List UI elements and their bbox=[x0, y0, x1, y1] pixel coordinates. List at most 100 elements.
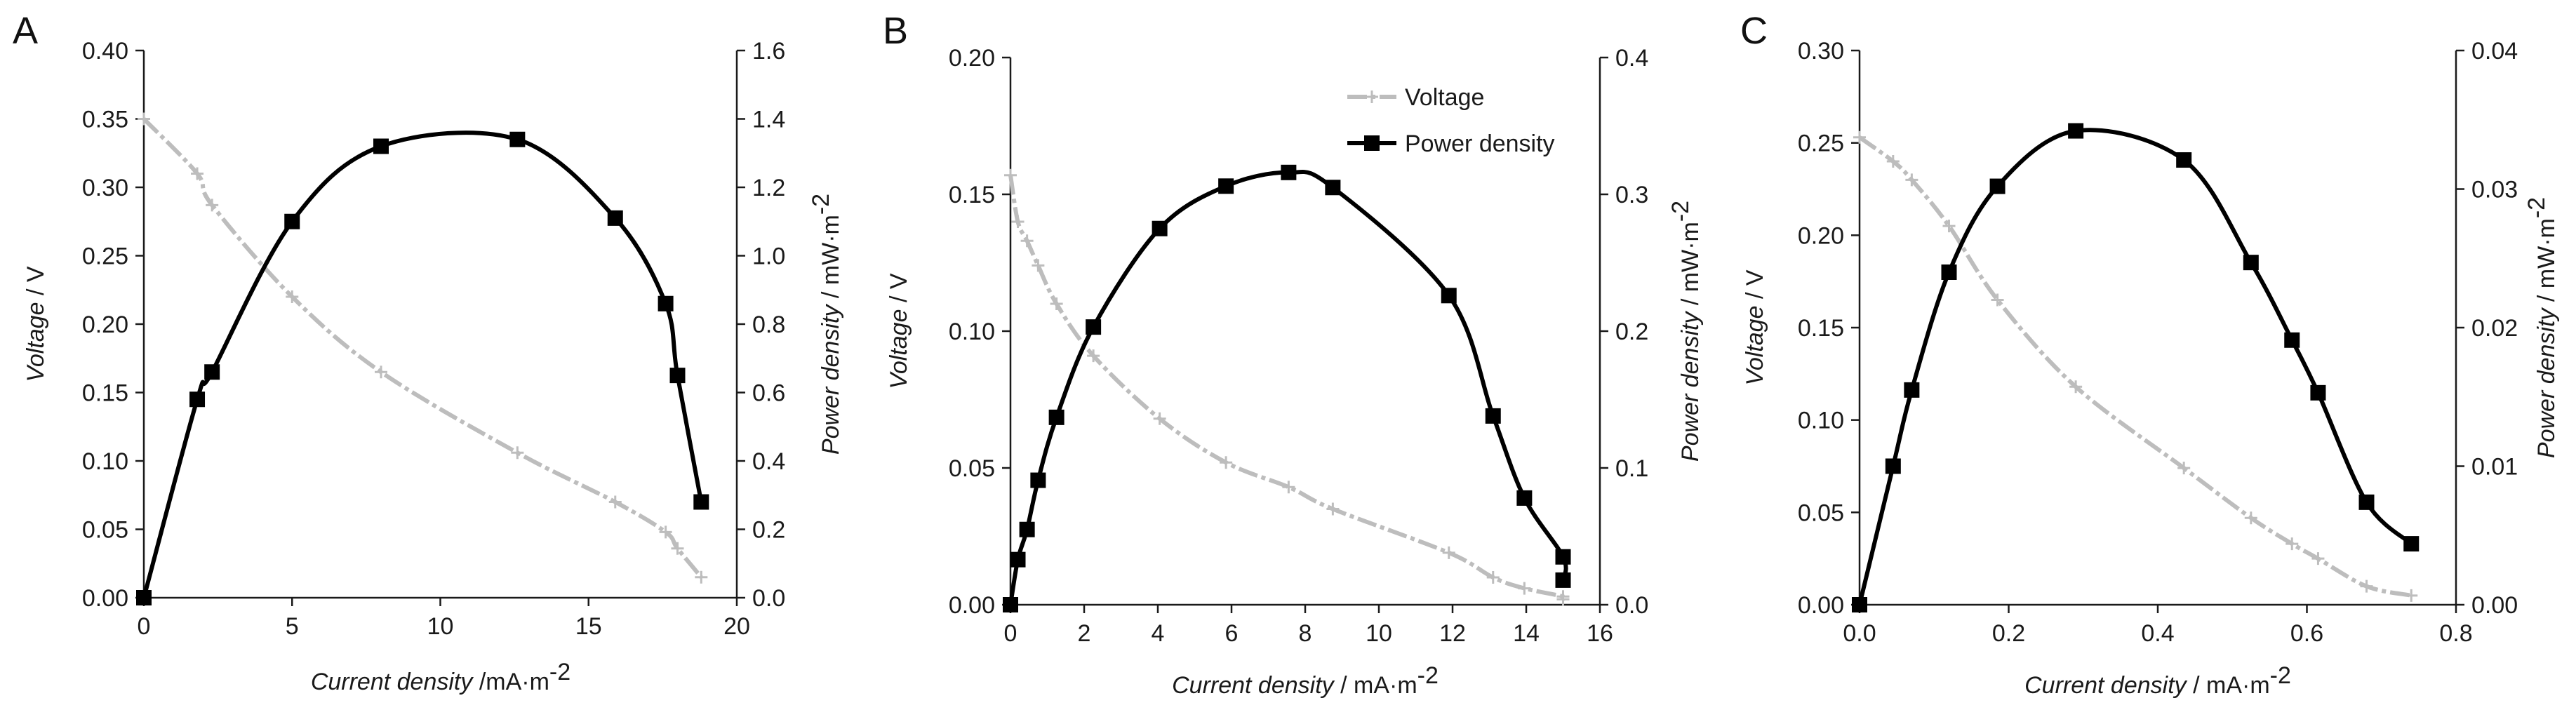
y-tick-label: 0.05 bbox=[1798, 500, 1844, 526]
y2-tick-label: 0.04 bbox=[2471, 38, 2518, 65]
y-tick-label: 0.35 bbox=[82, 107, 128, 133]
power-point bbox=[607, 210, 623, 226]
power-point bbox=[2358, 494, 2375, 510]
y-tick-label: 0.15 bbox=[1798, 315, 1844, 342]
y2-axis-label-sup: -2 bbox=[2523, 197, 2550, 218]
x-axis-label-sup: -2 bbox=[1417, 662, 1439, 689]
x-tick-label: 10 bbox=[427, 613, 454, 640]
y2-tick-label: 0.8 bbox=[752, 311, 785, 338]
legend-power-marker bbox=[1364, 135, 1380, 151]
y2-tick-label: 0.0 bbox=[1615, 592, 1648, 619]
power-point bbox=[693, 494, 709, 510]
y2-tick-label: 0.3 bbox=[1615, 182, 1648, 208]
x-tick-label: 5 bbox=[286, 613, 299, 640]
power-point bbox=[2403, 536, 2420, 552]
power-point bbox=[1010, 551, 1026, 568]
voltage-point bbox=[138, 112, 150, 126]
voltage-point bbox=[1032, 259, 1045, 272]
power-point bbox=[509, 131, 526, 147]
voltage-point bbox=[1326, 502, 1340, 516]
power-point bbox=[204, 364, 220, 380]
power-point bbox=[136, 590, 152, 605]
y-axis-label-unit: / V bbox=[22, 266, 49, 302]
y2-axis-label-unit: / mW·m bbox=[1677, 222, 1704, 311]
voltage-point bbox=[659, 525, 672, 539]
x-axis-label-name: Current density bbox=[1172, 672, 1335, 699]
voltage-series-line bbox=[1858, 135, 2412, 598]
voltage-point bbox=[1282, 481, 1295, 494]
power-point bbox=[1048, 409, 1065, 425]
legend-voltage-marker bbox=[1366, 91, 1378, 103]
voltage-point bbox=[1886, 155, 1900, 168]
voltage-point bbox=[1220, 456, 1233, 469]
y-tick-label: 0.00 bbox=[949, 592, 995, 619]
y-tick-label: 0.10 bbox=[1798, 408, 1844, 434]
panel-C: C0.0 0.2 0.4 0.6 0.80.000.050.100.150.200.25… bbox=[1740, 10, 2560, 699]
power-point bbox=[1852, 597, 1867, 612]
panel-letter: B bbox=[883, 10, 908, 52]
voltage-point bbox=[1050, 297, 1063, 310]
y-tick-label: 0.05 bbox=[82, 517, 128, 544]
legend-power-label: Power density bbox=[1405, 130, 1555, 157]
y-tick-label: 0.30 bbox=[1798, 38, 1844, 65]
y-tick-label: 0.25 bbox=[82, 243, 128, 270]
panel-letter: C bbox=[1740, 10, 1768, 52]
x-axis-label-name: Current density bbox=[2024, 672, 2188, 699]
panel-letter: A bbox=[13, 10, 38, 52]
x-tick-label: 0.6 bbox=[2290, 620, 2323, 647]
y2-tick-label: 1.6 bbox=[752, 38, 785, 65]
x-axis-label: Current density / mA·m-2 bbox=[1172, 662, 1439, 699]
x-axis-label-sup: -2 bbox=[549, 659, 570, 685]
voltage-point bbox=[1556, 593, 1570, 606]
y2-axis-label-name: Power density bbox=[2533, 307, 2560, 459]
power-point bbox=[1989, 178, 2006, 194]
power-point bbox=[1516, 490, 1533, 506]
voltage-point bbox=[1153, 412, 1166, 425]
power-point bbox=[1086, 319, 1102, 335]
x-tick-label: 0 bbox=[138, 613, 151, 640]
x-tick-label: 2 bbox=[1078, 620, 1091, 647]
voltage-point bbox=[1442, 546, 1455, 559]
x-tick-label: 0 bbox=[1004, 620, 1017, 647]
y2-tick-label: 0.02 bbox=[2471, 315, 2518, 342]
power-point bbox=[1030, 472, 1046, 488]
y-tick-label: 0.25 bbox=[1798, 130, 1844, 157]
power-point bbox=[373, 138, 389, 154]
voltage-point bbox=[1020, 234, 1034, 248]
y-tick-label: 0.20 bbox=[82, 311, 128, 338]
voltage-point bbox=[1486, 571, 1500, 584]
y-axis-label-name: Voltage bbox=[22, 302, 49, 382]
voltage-point bbox=[2405, 589, 2418, 602]
y2-axis-label-unit: / mW·m bbox=[817, 215, 844, 304]
voltage-point bbox=[1087, 349, 1100, 363]
y2-tick-label: 0.4 bbox=[752, 448, 785, 475]
y-tick-label: 0.10 bbox=[949, 319, 995, 345]
x-axis-label: Current density /mA·m-2 bbox=[311, 659, 570, 695]
x-tick-label: 0.4 bbox=[2141, 620, 2174, 647]
y-axis-label-name: Voltage bbox=[1742, 305, 1768, 385]
power-point bbox=[2284, 332, 2300, 348]
x-tick-label: 12 bbox=[1439, 620, 1466, 647]
x-tick-label: 4 bbox=[1152, 620, 1165, 647]
y2-axis-label-name: Power density bbox=[1677, 311, 1704, 462]
voltage-point bbox=[206, 199, 219, 212]
y2-axis-label-sup: -2 bbox=[1667, 201, 1694, 222]
voltage-point bbox=[671, 542, 684, 555]
legend-voltage-label: Voltage bbox=[1405, 84, 1484, 111]
power-point bbox=[1003, 597, 1018, 612]
power-series-line bbox=[1857, 128, 2413, 605]
x-tick-label: 14 bbox=[1513, 620, 1540, 647]
x-tick-label: 20 bbox=[723, 613, 750, 640]
y-axis-label: Voltage / V bbox=[22, 266, 49, 382]
power-point bbox=[1885, 458, 1901, 474]
y-tick-label: 0.10 bbox=[82, 448, 128, 475]
voltage-point bbox=[2069, 380, 2083, 394]
voltage-point bbox=[191, 167, 204, 180]
x-axis-label-unit: / mA·m bbox=[2187, 672, 2270, 699]
power-point bbox=[658, 295, 674, 311]
y-axis-label-name: Voltage bbox=[886, 309, 912, 389]
power-point bbox=[284, 213, 300, 229]
voltage-point bbox=[1853, 130, 1866, 144]
x-tick-label: 0.0 bbox=[1843, 620, 1876, 647]
